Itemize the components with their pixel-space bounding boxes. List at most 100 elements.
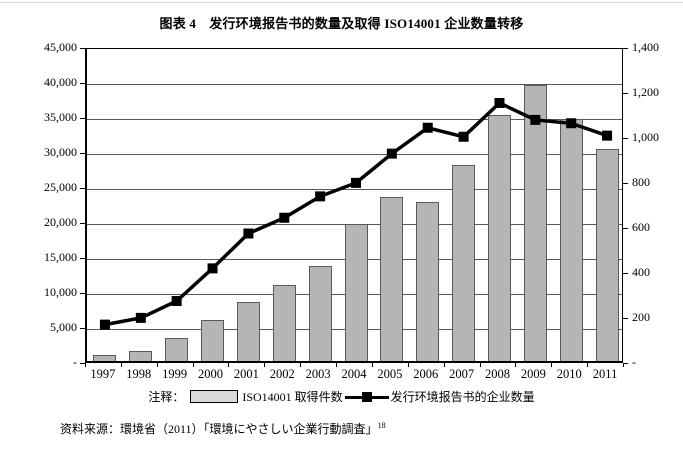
source-note: 资料来源：環境省（2011）「環境にやさしい企業行動調査」18 xyxy=(60,420,386,437)
x-axis-label-2007: 2007 xyxy=(449,367,475,381)
right-axis-tick-label: - xyxy=(632,355,636,369)
right-axis-tick xyxy=(623,48,628,49)
bar-2011 xyxy=(595,148,619,361)
left-axis-tick-label: 20,000 xyxy=(44,215,77,229)
legend-line-label: 发行环境报告书的企业数量 xyxy=(390,390,535,404)
left-axis-tick xyxy=(80,153,85,154)
right-axis-tick xyxy=(623,273,628,274)
x-axis-tick xyxy=(587,363,589,367)
x-axis-label-1999: 1999 xyxy=(162,367,188,381)
left-axis-tick-label: 40,000 xyxy=(44,75,77,89)
line-marker-2004 xyxy=(351,177,361,188)
left-axis-tick xyxy=(80,293,85,294)
gridline xyxy=(87,154,622,155)
x-axis-tick xyxy=(264,363,266,367)
line-marker-1998 xyxy=(135,312,146,323)
legend-line-square-marker xyxy=(361,391,372,402)
x-axis-label-2002: 2002 xyxy=(269,367,295,381)
x-axis-label-2011: 2011 xyxy=(592,367,618,381)
left-axis-tick xyxy=(80,83,85,84)
gridline xyxy=(87,84,622,85)
source-note-superscript: 18 xyxy=(377,421,386,430)
line-marker-1997 xyxy=(99,319,110,330)
x-axis-tick xyxy=(407,363,409,367)
bar-2004 xyxy=(344,223,368,361)
x-axis-tick xyxy=(371,363,373,367)
x-axis-label-2010: 2010 xyxy=(556,367,582,381)
right-axis-tick xyxy=(623,183,628,184)
bar-1998 xyxy=(129,350,153,361)
left-axis-tick-label: 35,000 xyxy=(44,110,77,124)
x-axis-tick xyxy=(300,363,302,367)
left-axis-tick xyxy=(80,188,85,189)
bar-2007 xyxy=(452,165,476,361)
x-axis-tick xyxy=(192,363,194,367)
right-axis-tick-label: 600 xyxy=(632,220,650,234)
line-marker-2005 xyxy=(386,148,397,159)
line-marker-2002 xyxy=(279,212,290,223)
x-axis-tick xyxy=(156,363,158,367)
x-axis-label-2004: 2004 xyxy=(341,367,367,381)
right-axis-tick xyxy=(623,138,628,139)
x-axis-tick xyxy=(443,363,445,367)
chart-title: 图表 4 发行环境报告书的数量及取得 ISO14001 企业数量转移 xyxy=(159,16,524,31)
legend-note-label: 注释： xyxy=(148,390,185,404)
left-axis-tick xyxy=(80,258,85,259)
x-axis-tick xyxy=(120,363,122,367)
left-axis-tick-label: 30,000 xyxy=(44,145,77,159)
right-axis-tick xyxy=(623,363,628,364)
right-axis-tick xyxy=(623,228,628,229)
left-axis-tick-label: 5,000 xyxy=(50,320,77,334)
right-axis-tick-label: 400 xyxy=(632,265,650,279)
line-marker-2011 xyxy=(602,130,613,141)
bar-1999 xyxy=(165,337,189,361)
left-axis-tick-label: 45,000 xyxy=(44,40,77,54)
x-axis-label-1997: 1997 xyxy=(90,367,116,381)
x-axis-tick xyxy=(228,363,230,367)
left-axis-tick xyxy=(80,48,85,49)
chart-legend: 注释： ISO14001 取得件数 发行环境报告书的企业数量 xyxy=(0,388,683,405)
right-axis-tick-label: 800 xyxy=(632,175,650,189)
page-top-rule xyxy=(0,2,683,3)
x-axis-label-2005: 2005 xyxy=(377,367,403,381)
bar-2009 xyxy=(523,84,547,361)
right-axis-tick-label: 200 xyxy=(632,310,650,324)
bar-2001 xyxy=(236,302,260,361)
bar-2003 xyxy=(308,265,332,361)
right-axis-tick xyxy=(623,93,628,94)
left-axis-tick-label: 10,000 xyxy=(44,285,77,299)
left-axis-tick xyxy=(80,328,85,329)
x-axis-label-1998: 1998 xyxy=(126,367,152,381)
left-axis-tick-label: 15,000 xyxy=(44,250,77,264)
right-axis-tick-label: 1,400 xyxy=(632,40,659,54)
x-axis-tick xyxy=(515,363,517,367)
bar-2006 xyxy=(416,202,440,361)
left-axis-tick xyxy=(80,118,85,119)
x-axis-label-2003: 2003 xyxy=(305,367,331,381)
x-axis-tick xyxy=(551,363,553,367)
line-marker-1999 xyxy=(171,296,182,306)
line-marker-2010 xyxy=(566,118,577,129)
line-marker-2009 xyxy=(530,114,541,125)
line-marker-2000 xyxy=(207,263,218,274)
line-marker-2001 xyxy=(243,228,254,239)
legend-bar-label: ISO14001 取得件数 xyxy=(242,390,343,404)
x-axis-tick xyxy=(336,363,338,367)
right-axis-tick-label: 1,200 xyxy=(632,85,659,99)
x-axis-label-2009: 2009 xyxy=(520,367,546,381)
x-axis-label-2001: 2001 xyxy=(233,367,259,381)
x-axis-label-2006: 2006 xyxy=(413,367,439,381)
gridline xyxy=(87,189,622,190)
legend-bar-swatch-icon xyxy=(190,390,239,403)
bar-1997 xyxy=(93,354,117,361)
legend-line-marker-icon xyxy=(344,391,389,403)
x-axis-label-2008: 2008 xyxy=(484,367,510,381)
x-axis-tick xyxy=(479,363,481,367)
chart-plot-area xyxy=(85,48,623,363)
line-marker-2007 xyxy=(458,131,469,142)
left-axis-tick xyxy=(80,223,85,224)
x-axis-tick xyxy=(85,363,86,367)
right-axis-tick-label: 1,000 xyxy=(632,130,659,144)
x-axis-label-2000: 2000 xyxy=(198,367,224,381)
